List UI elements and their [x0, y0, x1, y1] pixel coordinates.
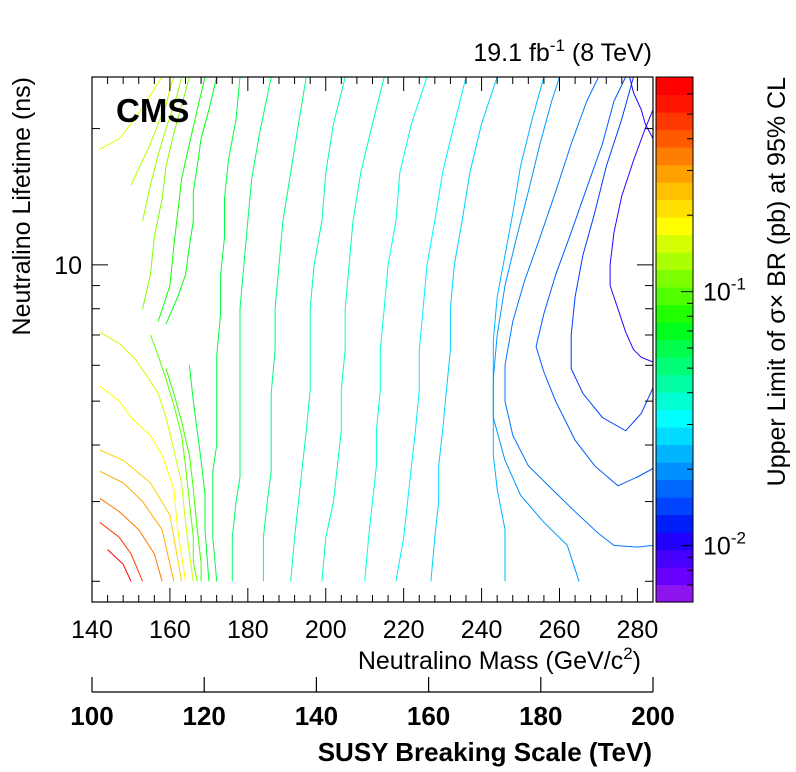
color-bar-step — [656, 322, 693, 341]
lumi-value: 19.1 fb — [473, 39, 549, 67]
color-bar-step — [656, 77, 693, 96]
color-bar-step — [656, 234, 693, 253]
lumi-label: 19.1 fb-1 (8 TeV) — [473, 36, 652, 67]
secondary-tick-label: 180 — [519, 701, 562, 731]
secondary-tick-label: 140 — [295, 701, 338, 731]
x-tick-label: 140 — [71, 616, 113, 644]
color-bar-step — [656, 497, 693, 516]
x-tick-label: 220 — [383, 616, 425, 644]
secondary-tick-label: 120 — [183, 701, 226, 731]
color-bar-step — [656, 374, 693, 393]
y-axis-ticks: 10 — [54, 128, 653, 582]
contour-line-15 — [188, 365, 210, 582]
contour-line-1 — [99, 521, 144, 582]
lumi-energy: (8 TeV) — [565, 39, 652, 67]
color-bar-step — [656, 269, 693, 288]
color-bar-step — [656, 532, 693, 551]
contour-line-22 — [395, 76, 467, 582]
x-tick-label: 280 — [617, 616, 659, 644]
color-bar-step — [656, 444, 693, 463]
x-tick-label: 260 — [539, 616, 581, 644]
x-tick-label: 240 — [461, 616, 503, 644]
z-tick-label: 10-1 — [703, 275, 746, 307]
color-bar-step — [656, 217, 693, 236]
contour-line-12 — [165, 368, 202, 582]
x-axis-label: Neutralino Mass (GeV/c2) — [358, 644, 641, 675]
contour-line-14 — [165, 76, 218, 325]
color-bar-step — [656, 182, 693, 201]
color-bar-step — [656, 94, 693, 113]
z-axis-label-text: Upper Limit of σ× BR (pb) at 95% CL — [763, 77, 791, 486]
color-bar-step — [656, 409, 693, 428]
contour-line-13 — [157, 76, 206, 322]
color-bar-step — [656, 567, 693, 586]
x-axis-ticks: 140 160 180 200 220 240 260 280 — [71, 77, 658, 644]
y-tick-label: 10 — [54, 252, 82, 280]
color-bar-step — [656, 427, 693, 446]
color-bar-step — [656, 129, 693, 148]
contour-line-23 — [430, 76, 498, 582]
contour-line-2 — [99, 497, 163, 582]
color-bar-step — [656, 514, 693, 533]
contour-line-0 — [107, 549, 132, 582]
color-bar-step — [656, 287, 693, 306]
color-bar-step — [656, 252, 693, 271]
experiment-label: CMS — [116, 92, 189, 129]
color-bar-ticks: 10-1 10-2 — [681, 93, 746, 586]
color-bar-step — [656, 549, 693, 568]
z-tick-label: 10-2 — [703, 529, 746, 561]
secondary-axis-ticks: 100 120 140 160 180 200 — [70, 677, 675, 731]
color-bar-step — [656, 112, 693, 131]
color-bar-step — [656, 392, 693, 411]
contour-line-17 — [231, 76, 272, 582]
color-bar-step — [656, 357, 693, 376]
contour-line-9 — [142, 76, 183, 222]
color-bar — [656, 77, 693, 603]
z-axis-label: Upper Limit of σ× BR (pb) at 95% CL — [763, 77, 791, 486]
contour-line-30 — [609, 109, 654, 363]
x-tick-label: 160 — [149, 616, 191, 644]
color-bar-step — [656, 462, 693, 481]
contour-line-16 — [212, 76, 241, 582]
color-bar-step — [656, 339, 693, 358]
contour-line-25 — [492, 76, 580, 582]
contour-line-20 — [321, 76, 385, 582]
color-bar-step — [656, 584, 693, 603]
contour-line-24 — [492, 76, 545, 582]
contour-line-3 — [99, 470, 175, 582]
contour-line-26 — [504, 76, 654, 548]
secondary-tick-label: 160 — [407, 701, 450, 731]
secondary-axis-label: SUSY Breaking Scale (TeV) — [318, 737, 652, 767]
y-axis-label: Neutralino Lifetime (ns) — [8, 77, 36, 335]
lumi-exp: -1 — [550, 36, 565, 55]
color-bar-step — [656, 479, 693, 498]
color-bar-step — [656, 164, 693, 183]
plot-area — [92, 77, 653, 602]
color-bar-step — [656, 199, 693, 218]
contour-line-18 — [262, 76, 307, 582]
color-bar-step — [656, 304, 693, 323]
color-bar-step — [656, 147, 693, 166]
contour-line-27 — [535, 76, 654, 487]
contour-lines — [99, 76, 654, 582]
x-tick-label: 180 — [227, 616, 269, 644]
contour-line-19 — [290, 76, 346, 582]
contour-line-28 — [570, 76, 654, 432]
secondary-tick-label: 100 — [70, 701, 113, 731]
secondary-tick-label: 200 — [631, 701, 674, 731]
contour-line-4 — [99, 449, 183, 582]
x-tick-label: 200 — [305, 616, 347, 644]
contour-line-11 — [149, 334, 198, 582]
x-axis-label-exp: 2 — [623, 644, 632, 663]
contour-line-5 — [99, 385, 186, 582]
x-axis-label-close: ) — [633, 647, 641, 675]
contour-line-21 — [364, 76, 428, 582]
contour-line-6 — [99, 76, 163, 150]
color-bar-frame — [655, 76, 694, 603]
contour-line-10 — [142, 76, 190, 309]
contour-line-7 — [99, 331, 194, 582]
x-axis-label-text: Neutralino Mass (GeV/c — [358, 647, 623, 675]
